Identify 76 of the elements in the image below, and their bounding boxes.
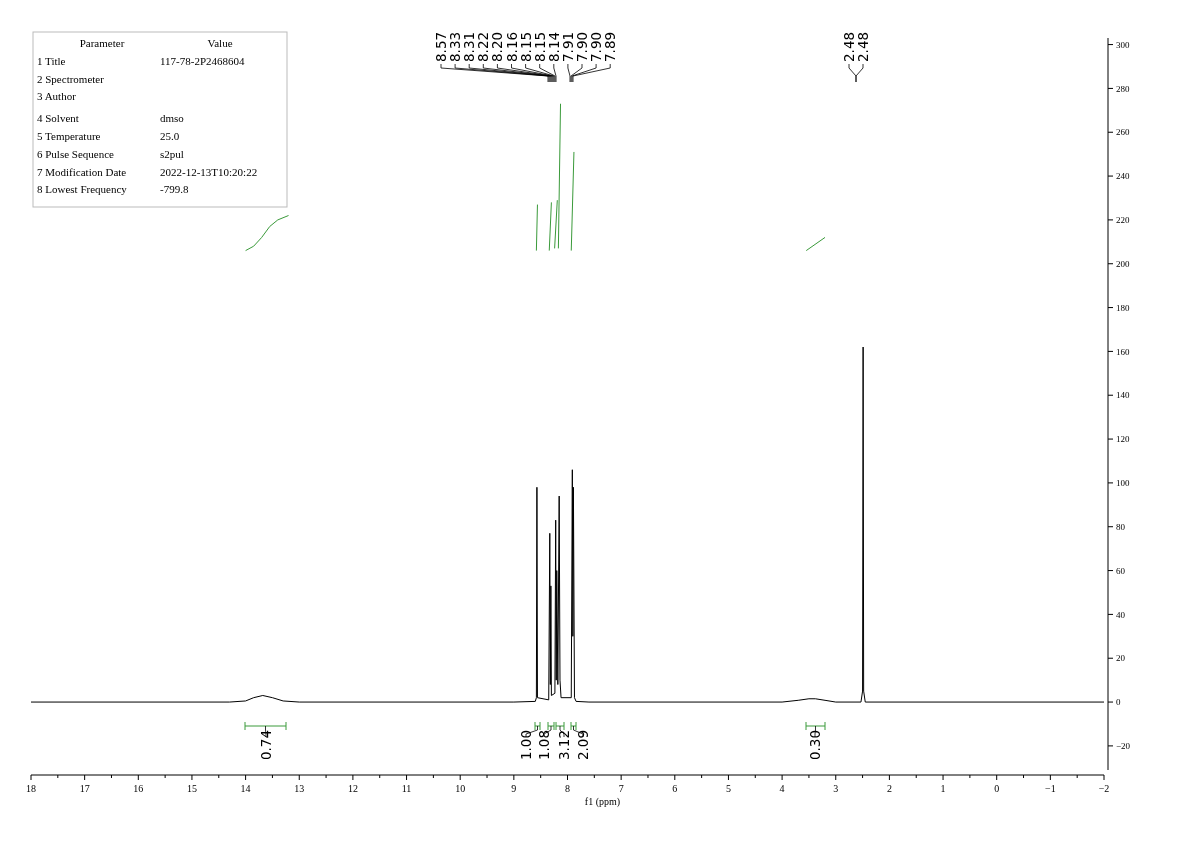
y-tick-label: 160 bbox=[1116, 346, 1130, 357]
x-tick-label: 12 bbox=[347, 783, 358, 794]
annotation: 8.16 bbox=[503, 31, 520, 62]
x-tick-label: −2 bbox=[1098, 783, 1110, 794]
y-tick-label: 120 bbox=[1116, 434, 1130, 445]
y-tick-label: 0 bbox=[1116, 697, 1121, 708]
x-tick-label: 16 bbox=[133, 783, 144, 794]
y-tick-label: 60 bbox=[1116, 565, 1126, 576]
annotation: 5 Temperature bbox=[37, 130, 101, 142]
annotation: Value bbox=[207, 37, 233, 49]
x-tick-label: 10 bbox=[455, 783, 466, 794]
annotation: 3.12 bbox=[556, 729, 572, 761]
x-tick-label: 5 bbox=[725, 783, 731, 794]
annotation: 8.15 bbox=[531, 31, 548, 62]
annotation: 8.33 bbox=[447, 31, 464, 62]
annotation: 2.09 bbox=[575, 729, 591, 761]
annotation: 2.48 bbox=[841, 31, 857, 62]
y-tick-label: 200 bbox=[1116, 258, 1130, 269]
annotation: 7.91 bbox=[559, 31, 576, 62]
annotation: 2022-12-13T10:20:22 bbox=[160, 165, 258, 178]
y-tick-label: 180 bbox=[1116, 302, 1130, 313]
y-tick-label: 80 bbox=[1116, 521, 1126, 532]
annotation: dmso bbox=[160, 112, 185, 125]
annotation: 1 Title bbox=[37, 54, 66, 67]
annotation: 8.20 bbox=[489, 31, 506, 62]
annotation: 1.00 bbox=[518, 729, 534, 761]
y-tick-label: 280 bbox=[1116, 83, 1130, 94]
annotation: -799.8 bbox=[160, 183, 189, 196]
annotation: 4 Solvent bbox=[37, 112, 79, 125]
annotation: 2.48 bbox=[855, 31, 871, 62]
x-tick-label: −1 bbox=[1045, 783, 1056, 794]
y-tick-label: 240 bbox=[1116, 171, 1130, 182]
x-tick-label: 18 bbox=[26, 783, 36, 794]
x-tick-label: 13 bbox=[294, 783, 305, 794]
annotation: 8.15 bbox=[517, 31, 534, 62]
annotation: 8 Lowest Frequency bbox=[37, 183, 128, 196]
annotation: s2pul bbox=[160, 147, 184, 160]
annotation: 0.30 bbox=[807, 729, 823, 761]
annotation: 8.14 bbox=[545, 31, 562, 62]
y-tick-label: −20 bbox=[1116, 741, 1131, 752]
annotation: 1.08 bbox=[536, 729, 552, 761]
annotation: 0.74 bbox=[258, 729, 274, 761]
annotation: 7.89 bbox=[602, 31, 619, 62]
y-tick-label: 100 bbox=[1116, 478, 1130, 489]
y-tick-label: 40 bbox=[1116, 609, 1126, 620]
x-tick-label: 14 bbox=[240, 783, 251, 794]
annotation: 8.57 bbox=[433, 31, 449, 62]
annotation: 2 Spectrometer bbox=[37, 72, 105, 85]
annotation: Parameter bbox=[79, 37, 125, 49]
annotation: 8.22 bbox=[475, 31, 492, 62]
annotation: 117-78-2P2468604 bbox=[160, 54, 246, 67]
annotation: 7.90 bbox=[588, 31, 605, 62]
y-tick-label: 140 bbox=[1116, 390, 1130, 401]
annotation: 7.90 bbox=[574, 31, 590, 62]
x-tick-label: 8 bbox=[565, 783, 570, 794]
x-tick-label: 15 bbox=[186, 783, 197, 794]
x-tick-label: 6 bbox=[672, 783, 678, 794]
y-tick-label: 220 bbox=[1116, 215, 1130, 226]
x-tick-label: 1 bbox=[940, 783, 946, 794]
x-tick-label: 9 bbox=[511, 783, 517, 794]
x-tick-label: 4 bbox=[779, 783, 785, 794]
y-tick-label: 20 bbox=[1116, 653, 1126, 664]
x-tick-label: 17 bbox=[79, 783, 90, 794]
annotation: 8.31 bbox=[461, 31, 478, 62]
x-tick-label: 2 bbox=[886, 783, 892, 794]
annotation: 6 Pulse Sequence bbox=[37, 147, 115, 160]
annotation: 25.0 bbox=[160, 130, 180, 142]
x-tick-label: 3 bbox=[833, 783, 839, 794]
y-tick-label: 260 bbox=[1116, 127, 1130, 138]
x-tick-label: 7 bbox=[618, 783, 624, 794]
annotation: 3 Author bbox=[37, 90, 77, 103]
x-tick-label: 11 bbox=[401, 783, 412, 794]
x-axis-title: f1 (ppm) bbox=[584, 796, 621, 808]
y-tick-label: 300 bbox=[1116, 39, 1130, 50]
x-tick-label: 0 bbox=[994, 783, 1000, 794]
annotation: 7 Modification Date bbox=[37, 165, 127, 178]
